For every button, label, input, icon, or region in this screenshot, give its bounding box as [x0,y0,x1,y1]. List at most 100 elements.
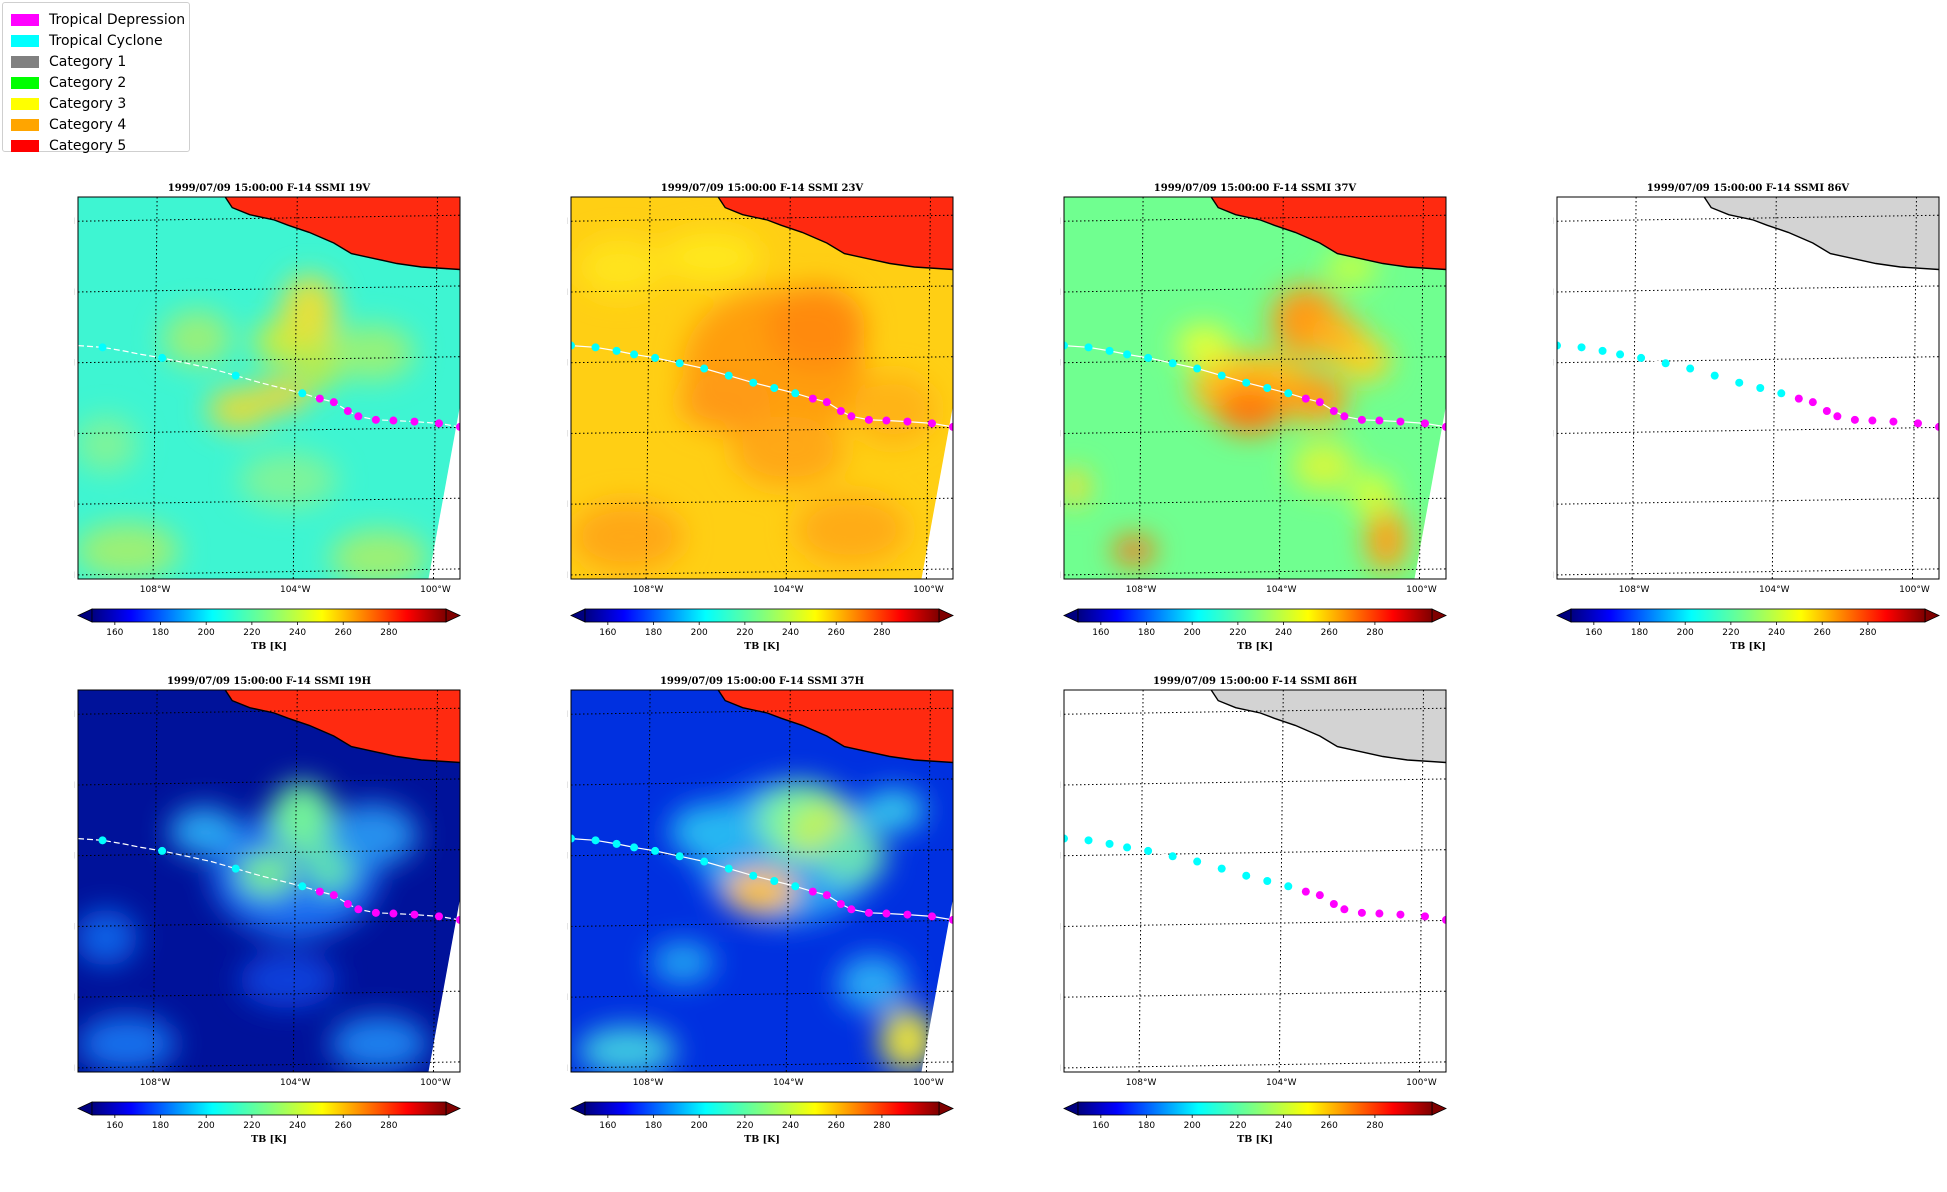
lon-tick-label: 100°W [420,585,451,595]
tb-anomaly [78,522,180,579]
lat-tick-label: 14°N [74,359,75,369]
track-point [700,364,709,373]
mexico-land [225,690,460,763]
lat-tick-label: 14°N [1060,359,1061,369]
track-point [1637,353,1646,362]
tb-anomaly [78,1015,177,1072]
map-frame [1063,689,1447,1073]
tb-anomaly [651,941,715,984]
lat-tick-label: 14°N [567,852,568,862]
track-point [1144,846,1153,855]
track-point [847,905,856,914]
swath-gap [428,898,460,1072]
coastline [1703,197,1939,271]
lat-tick-label: 14°N [74,852,75,862]
track-point [1123,350,1132,359]
legend-item-category-1: Category 1 [11,51,181,72]
track-point [1794,394,1803,403]
legend-swatch [11,34,39,47]
track-point [791,882,800,891]
colorbar-tick-label: 200 [198,1121,215,1131]
tb-anomaly [837,955,908,1012]
track-point [651,846,660,855]
lat-tick-label: 16°N [567,781,568,791]
lon-tick-label: 104°W [773,585,804,595]
track-point [724,864,733,873]
map-figure: 1999/07/09 15:00:00 F-14 SSMI 19V 8°N 10°N… [74,183,461,652]
lat-tick-label: 16°N [1060,781,1061,791]
swath-gap [428,405,460,579]
track-point [315,394,324,403]
tb-anomaly [861,789,925,832]
tb-anomaly [1351,472,1394,516]
tb-anomaly [330,529,429,579]
lat-tick-label: 10°N [1060,993,1061,1003]
legend-label: Category 5 [49,137,127,154]
colorbar-tick-label: 220 [1229,1121,1246,1131]
track-point [456,422,460,431]
coastline [224,197,460,271]
lat-tick-label: 10°N [567,500,568,510]
track-point [456,915,460,924]
track-point [1357,415,1366,424]
lat-tick-label: 8°N [1553,571,1554,581]
colorbar-tick-label: 160 [1585,628,1602,638]
colorbar-tick-label: 180 [152,1121,169,1131]
colorbar-tick-label: 240 [1275,1121,1292,1131]
mexico-land [1211,197,1446,270]
colorbar-tick-label: 280 [380,628,397,638]
coastline [1210,690,1446,764]
legend-item-tropical-depression: Tropical Depression [11,9,185,30]
tb-anomaly [795,494,908,565]
legend-item-category-2: Category 2 [11,72,181,93]
track-point [1935,422,1939,431]
track-point [1756,384,1765,392]
coastline [1210,197,1446,271]
lon-tick-label: 100°W [1406,585,1437,595]
tb-anomaly [732,416,845,488]
colorbar-tick-label: 260 [828,628,845,638]
map-figure: 1999/07/09 15:00:00 F-14 SSMI 86H 8°N 10°N… [1060,676,1447,1145]
colorbar-tick-label: 220 [1722,628,1739,638]
panel-title: 1999/07/09 15:00:00 F-14 SSMI 86H [1153,676,1357,687]
tb-anomaly [78,909,138,966]
track-point [675,359,684,368]
brightness-field [1557,197,1939,579]
tb-anomaly [270,781,334,853]
map-frame [1063,196,1447,580]
track-point [1064,834,1068,843]
track-point [836,406,845,415]
tb-anomaly [816,827,887,885]
track-point [1242,378,1251,387]
track-point [882,416,891,425]
track-point [1616,350,1625,359]
lon-tick-label: 108°W [1126,1078,1157,1088]
legend-label: Category 3 [49,95,127,112]
brightness-field [571,197,953,579]
track-point [591,343,600,352]
colorbar: 160 180 200 220 240 260 280 TB [K] [1063,1101,1447,1145]
mexico-land [718,690,953,763]
colorbar-tick-label: 200 [198,628,215,638]
tb-anomaly [169,806,240,857]
colorbar-tick-label: 180 [1138,628,1155,638]
track-point [1375,909,1384,918]
track-point [158,353,167,362]
tb-anomaly [330,1015,429,1072]
colorbar-label: TB [K] [1237,1134,1273,1145]
track-point [1168,852,1177,861]
track-point [903,417,912,426]
tb-anomaly [78,416,138,473]
category-legend: Tropical Depression Tropical Cyclone Categ… [2,2,190,154]
track-point [1710,371,1719,380]
track-point [371,908,380,917]
tb-anomaly [1214,384,1285,434]
legend-label: Category 4 [49,116,127,133]
tb-anomaly [298,342,341,392]
colorbar-tick-label: 260 [828,1121,845,1131]
lat-tick-label: 8°N [567,1064,568,1074]
colorbar-tick-label: 220 [736,1121,753,1131]
colorbar-tick-label: 200 [1184,1121,1201,1131]
track-point [1329,899,1338,908]
map-frame [570,689,954,1073]
